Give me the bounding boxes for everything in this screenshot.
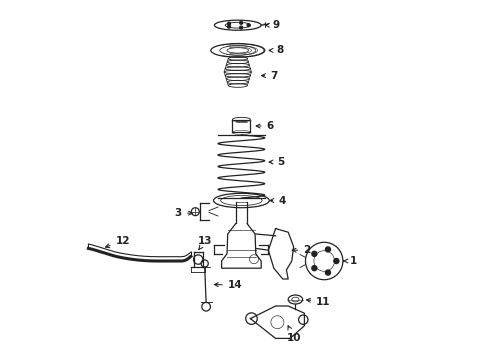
Text: 10: 10 xyxy=(286,326,301,343)
Text: 2: 2 xyxy=(292,245,311,255)
Circle shape xyxy=(247,24,250,27)
Text: 3: 3 xyxy=(175,208,193,218)
Circle shape xyxy=(312,251,317,256)
Text: 5: 5 xyxy=(269,157,285,167)
Circle shape xyxy=(228,25,230,28)
Text: 7: 7 xyxy=(262,71,277,81)
Text: 12: 12 xyxy=(105,236,130,248)
Text: 6: 6 xyxy=(256,121,274,131)
Text: 8: 8 xyxy=(269,45,283,55)
Text: 4: 4 xyxy=(270,195,286,206)
Circle shape xyxy=(312,266,317,271)
Text: 1: 1 xyxy=(343,256,357,266)
Text: 13: 13 xyxy=(198,236,213,249)
Circle shape xyxy=(240,21,243,24)
Text: 9: 9 xyxy=(266,20,279,30)
Text: 11: 11 xyxy=(307,297,331,307)
Circle shape xyxy=(334,258,339,264)
Circle shape xyxy=(325,270,330,275)
Circle shape xyxy=(325,247,330,252)
Text: 14: 14 xyxy=(215,280,243,290)
Circle shape xyxy=(240,26,243,29)
Circle shape xyxy=(228,22,230,25)
